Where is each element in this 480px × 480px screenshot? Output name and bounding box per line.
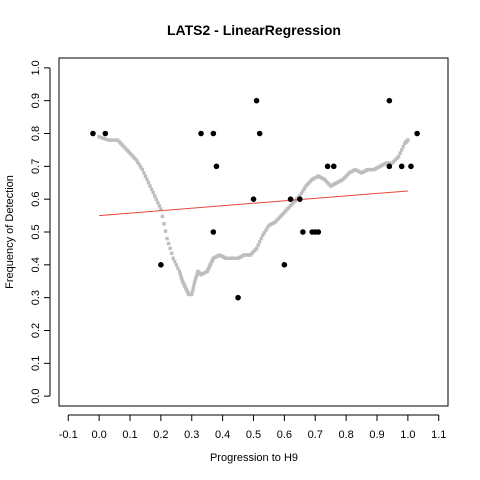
plot-frame: [59, 58, 448, 406]
data-point: [414, 131, 420, 137]
x-axis: -0.1 0.0 0.1 0.2 0.3 0.4 0.5 0.6 0.7 0.8 0.9 1.0 1.1: [59, 415, 447, 441]
curve-point: [153, 194, 156, 197]
data-point: [316, 229, 322, 235]
y-tick-label: 0.1: [30, 356, 42, 371]
curve-point: [144, 174, 147, 177]
data-point: [214, 164, 220, 170]
curve-point: [255, 247, 258, 250]
curve-point: [190, 293, 193, 296]
curve-point: [256, 243, 259, 246]
data-point: [235, 295, 241, 301]
x-axis-label: Progression to H9: [210, 452, 298, 464]
y-tick-label: 0.9: [30, 93, 42, 108]
curve-point: [191, 289, 194, 292]
data-point: [254, 98, 260, 104]
data-point: [300, 229, 306, 235]
curve-point: [170, 252, 173, 255]
chart-title: LATS2 - LinearRegression: [167, 22, 341, 38]
curve-point: [145, 178, 148, 181]
curve-point: [402, 145, 405, 148]
data-point: [282, 262, 288, 268]
curve-point: [156, 201, 159, 204]
curve-point: [167, 242, 170, 245]
x-tick-label: 0.3: [184, 429, 199, 441]
y-tick-label: 0.4: [30, 257, 42, 272]
x-tick-label: 0.6: [277, 429, 292, 441]
data-point: [90, 131, 96, 137]
x-tick-label: 0.7: [308, 429, 323, 441]
x-tick-label: 0.0: [91, 429, 106, 441]
data-point: [103, 131, 109, 137]
curve-point: [148, 184, 151, 187]
data-point: [387, 164, 393, 170]
curve-point: [158, 204, 161, 207]
y-axis: 0.0 0.1 0.2 0.3 0.4 0.5 0.6 0.7 0.8 0.9 1.0: [30, 60, 50, 404]
curve-point: [258, 240, 261, 243]
y-tick-label: 0.3: [30, 290, 42, 305]
curve-point: [173, 260, 176, 263]
data-point: [399, 164, 405, 170]
x-tick-label: 1.0: [400, 429, 415, 441]
data-point: [211, 131, 217, 137]
x-tick-label: 0.5: [246, 429, 261, 441]
x-tick-label: 1.1: [431, 429, 446, 441]
data-point: [198, 131, 204, 137]
curve-point: [165, 237, 168, 240]
y-axis-label: Frequency of Detection: [4, 175, 16, 289]
data-point: [331, 164, 337, 170]
x-tick-label: 0.2: [153, 429, 168, 441]
curve-point: [150, 188, 153, 191]
curve-point: [147, 181, 150, 184]
data-point: [158, 262, 164, 268]
curve-point: [192, 283, 195, 286]
curve-point: [155, 197, 158, 200]
x-tick-label: 0.1: [122, 429, 137, 441]
data-point: [257, 131, 263, 137]
data-point: [387, 98, 393, 104]
curve-point: [192, 286, 195, 289]
y-tick-label: 0.8: [30, 126, 42, 141]
x-tick-label: -0.1: [59, 429, 78, 441]
curve-point: [172, 257, 175, 260]
data-point: [211, 229, 217, 235]
curve-point: [397, 155, 400, 158]
smoothed-curve-series: [97, 135, 409, 296]
curve-point: [162, 222, 165, 225]
curve-point: [175, 263, 178, 266]
y-tick-label: 0.5: [30, 224, 42, 239]
data-point: [251, 196, 257, 202]
curve-point: [400, 148, 403, 151]
data-point: [408, 164, 414, 170]
curve-point: [151, 191, 154, 194]
x-tick-label: 0.8: [338, 429, 353, 441]
curve-point: [161, 215, 164, 218]
regression-line: [99, 191, 408, 216]
regression-line-series: [99, 191, 408, 216]
curve-point: [260, 237, 263, 240]
curve-point: [142, 171, 145, 174]
y-tick-label: 1.0: [30, 60, 42, 75]
y-tick-label: 0.6: [30, 192, 42, 207]
y-tick-label: 0.0: [30, 389, 42, 404]
curve-point: [168, 247, 171, 250]
curve-point: [141, 168, 144, 171]
x-tick-label: 0.4: [215, 429, 230, 441]
curve-point: [176, 266, 179, 269]
curve-point: [398, 152, 401, 155]
observed-points-series: [90, 98, 420, 301]
y-tick-label: 0.2: [30, 323, 42, 338]
curve-point: [164, 229, 167, 232]
x-tick-label: 0.9: [369, 429, 384, 441]
data-point: [325, 164, 331, 170]
data-point: [297, 196, 303, 202]
curve-point: [406, 138, 409, 141]
data-point: [288, 196, 294, 202]
y-tick-label: 0.7: [30, 159, 42, 174]
